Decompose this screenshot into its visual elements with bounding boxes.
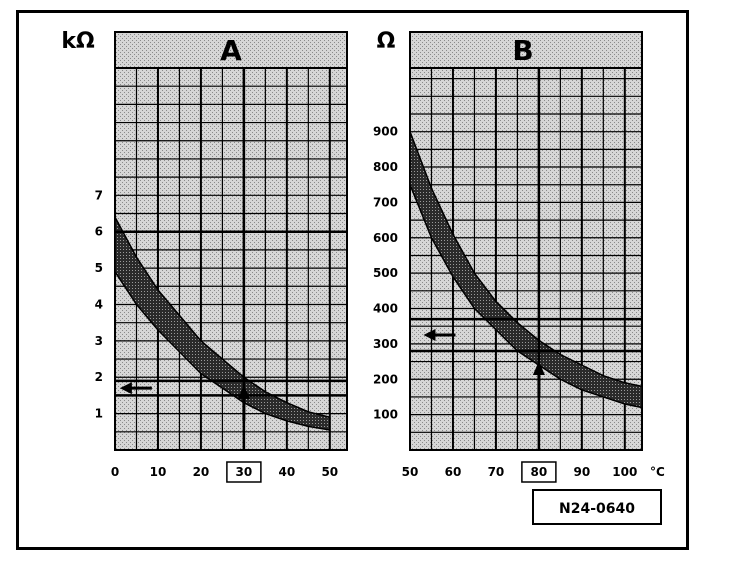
- x-tick-label: 50: [402, 465, 419, 479]
- panel-b-arrows: [423, 329, 545, 397]
- y-tick-label: 200: [373, 372, 398, 386]
- arrow-left-icon: [423, 329, 436, 342]
- panel-a-highlighted-x-tick-box: [226, 461, 262, 483]
- panel-a-y-unit: kΩ: [61, 29, 95, 54]
- y-tick-label: 400: [373, 302, 398, 316]
- y-tick-label: 4: [95, 297, 103, 311]
- panel-a-y-ticks: 1 2 3 4 5 6 7: [95, 188, 103, 420]
- panel-a-title: A: [220, 34, 242, 67]
- x-tick-label: 60: [445, 465, 462, 479]
- panel-b-x-ticks: 50 60 70 80 90 100: [402, 465, 638, 479]
- panel-a-resistance-band: [114, 216, 331, 431]
- panel-b-highlighted-x-tick-box: [521, 461, 557, 483]
- y-tick-label: 3: [95, 334, 103, 348]
- y-tick-label: 300: [373, 337, 398, 351]
- x-tick-label: 100: [612, 465, 637, 479]
- arrow-up-icon: [532, 360, 545, 375]
- panel-b-y-ticks: 100 200 300 400 500 600 700 800 900: [373, 125, 398, 422]
- reference-code: N24-0640: [559, 501, 635, 517]
- panel-a-arrows: [119, 382, 250, 421]
- arrow-left-icon: [119, 382, 132, 395]
- panel-b-y-unit: Ω: [377, 29, 396, 54]
- panel-b: B Ω 100 200 300 400 500 600 700 800 900 50 60 70 80…: [373, 29, 665, 483]
- y-tick-label: 7: [95, 188, 103, 202]
- panel-b-header: [409, 31, 643, 69]
- x-tick-label: 10: [150, 465, 167, 479]
- arrow-up-icon: [237, 384, 250, 399]
- y-tick-label: 700: [373, 195, 398, 209]
- panel-a: A kΩ 1 2 3 4 5 6 7 0 10 20 30 40 50: [61, 29, 348, 483]
- x-tick-label: 70: [488, 465, 505, 479]
- x-tick-label: 50: [321, 465, 338, 479]
- x-tick-label: 80: [531, 465, 548, 479]
- y-tick-label: 2: [95, 370, 103, 384]
- panel-b-title: B: [512, 34, 533, 67]
- panel-a-x-ticks: 0 10 20 30 40 50: [111, 465, 338, 479]
- x-tick-label: 40: [279, 465, 296, 479]
- y-tick-label: 6: [95, 225, 103, 239]
- y-tick-label: 600: [373, 231, 398, 245]
- x-tick-label: 90: [574, 465, 591, 479]
- y-tick-label: 100: [373, 408, 398, 422]
- y-tick-label: 1: [95, 407, 103, 421]
- y-tick-label: 900: [373, 125, 398, 139]
- panel-b-resistance-band: [409, 131, 643, 409]
- y-tick-label: 500: [373, 266, 398, 280]
- y-tick-label: 5: [95, 261, 103, 275]
- x-tick-label: 30: [236, 465, 253, 479]
- y-tick-label: 800: [373, 160, 398, 174]
- panel-b-x-unit: °C: [650, 465, 665, 479]
- panel-a-header: [114, 31, 348, 69]
- x-tick-label: 0: [111, 465, 119, 479]
- reference-code-box: [532, 489, 662, 525]
- x-tick-label: 20: [193, 465, 210, 479]
